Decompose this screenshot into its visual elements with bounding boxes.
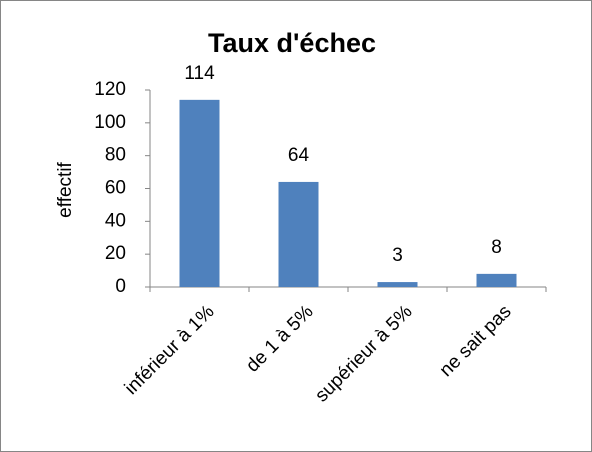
bar bbox=[476, 273, 517, 287]
chart-title: Taux d'échec bbox=[208, 28, 376, 58]
y-tick-label: 0 bbox=[115, 276, 126, 297]
y-tick-label: 40 bbox=[105, 210, 126, 231]
data-label: 8 bbox=[491, 237, 502, 258]
data-label: 114 bbox=[184, 63, 215, 84]
y-tick-label: 20 bbox=[105, 243, 126, 264]
data-label: 3 bbox=[392, 245, 403, 266]
y-tick-label: 120 bbox=[94, 79, 126, 100]
y-tick-label: 100 bbox=[94, 112, 126, 133]
bar bbox=[278, 181, 319, 287]
data-label: 64 bbox=[288, 145, 310, 166]
bar bbox=[179, 99, 220, 287]
y-axis-label: effectif bbox=[55, 161, 76, 217]
bar bbox=[377, 282, 418, 287]
y-tick-label: 60 bbox=[105, 178, 126, 199]
y-tick-label: 80 bbox=[105, 145, 126, 166]
